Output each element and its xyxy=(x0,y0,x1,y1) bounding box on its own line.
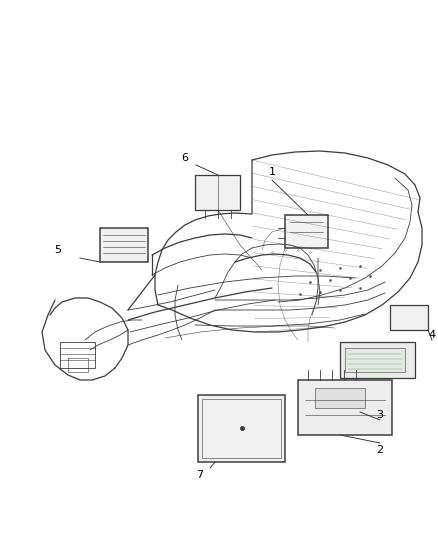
Polygon shape xyxy=(315,388,365,408)
Polygon shape xyxy=(345,348,405,372)
Polygon shape xyxy=(100,228,148,262)
Polygon shape xyxy=(198,395,285,462)
Text: 5: 5 xyxy=(54,245,61,255)
Polygon shape xyxy=(285,215,328,248)
Polygon shape xyxy=(390,305,428,330)
Text: 1: 1 xyxy=(268,167,276,177)
Text: 4: 4 xyxy=(428,330,435,340)
Text: 7: 7 xyxy=(196,470,204,480)
Polygon shape xyxy=(298,380,392,435)
Text: 3: 3 xyxy=(377,410,384,420)
Polygon shape xyxy=(195,175,240,210)
Polygon shape xyxy=(340,342,415,378)
Text: 2: 2 xyxy=(376,445,384,455)
Text: 6: 6 xyxy=(181,153,188,163)
